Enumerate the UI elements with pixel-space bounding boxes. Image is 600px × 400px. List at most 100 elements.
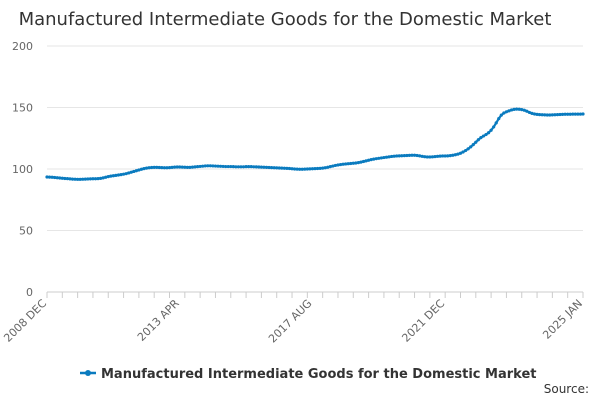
data-point <box>60 176 64 180</box>
data-point <box>55 176 59 180</box>
data-point <box>344 162 348 166</box>
data-point <box>287 166 292 171</box>
data-point <box>134 169 138 173</box>
data-point <box>438 154 442 158</box>
data-point <box>461 150 465 154</box>
data-point <box>489 128 493 132</box>
data-point <box>173 165 177 169</box>
data-point <box>379 156 383 160</box>
data-point <box>402 153 406 158</box>
data-point <box>249 165 253 169</box>
data-point <box>538 113 542 117</box>
data-point <box>456 152 460 156</box>
data-point <box>550 113 554 117</box>
data-point <box>354 161 358 165</box>
data-point <box>111 174 115 178</box>
data-point <box>486 131 491 135</box>
data-point <box>441 154 445 158</box>
data-point <box>527 110 532 115</box>
data-point <box>267 165 271 170</box>
x-tick-label: 2025 JAN <box>540 297 585 342</box>
data-point <box>315 166 320 171</box>
data-point <box>509 108 514 112</box>
data-point <box>229 164 233 169</box>
data-point <box>121 172 126 176</box>
data-point <box>492 125 496 129</box>
data-point <box>384 155 389 159</box>
data-point <box>298 167 302 171</box>
data-point <box>208 164 212 168</box>
data-point <box>349 161 353 166</box>
data-point <box>275 166 279 170</box>
data-point <box>144 166 149 170</box>
data-point <box>420 154 424 158</box>
data-point <box>175 165 179 169</box>
legend-label[interactable]: Manufactured Intermediate Goods for the … <box>101 367 536 382</box>
data-point <box>132 169 136 174</box>
data-point <box>387 155 391 159</box>
data-point <box>407 153 412 157</box>
source-label: Source: <box>544 382 589 396</box>
data-point <box>481 134 486 138</box>
y-tick-label: 50 <box>19 225 33 238</box>
data-point <box>109 174 113 178</box>
data-point <box>241 165 246 169</box>
data-point <box>395 154 399 158</box>
data-point <box>423 155 427 159</box>
data-point <box>104 175 108 179</box>
data-point <box>292 167 297 171</box>
data-point <box>568 112 572 116</box>
data-point <box>303 167 307 171</box>
data-point <box>114 173 118 177</box>
data-point <box>101 176 105 180</box>
series-group <box>45 107 585 181</box>
data-point <box>571 112 575 116</box>
data-point <box>282 166 286 170</box>
legend[interactable]: Manufactured Intermediate Goods for the … <box>80 367 536 382</box>
data-point <box>218 164 223 168</box>
data-point <box>236 165 241 169</box>
data-point <box>96 176 100 181</box>
data-point <box>73 177 77 181</box>
data-point <box>331 164 335 168</box>
data-point <box>318 166 322 170</box>
data-point <box>178 165 182 169</box>
data-point <box>400 154 404 158</box>
data-point <box>448 153 452 158</box>
data-point <box>239 165 243 169</box>
data-point <box>367 158 371 162</box>
data-point <box>412 153 417 157</box>
data-point <box>50 175 54 179</box>
y-tick-label: 100 <box>12 163 33 176</box>
data-point <box>576 112 580 116</box>
data-point <box>300 167 304 171</box>
y-axis: 0 50 100 150 200 <box>12 40 33 299</box>
data-point <box>272 166 276 170</box>
data-point <box>338 162 343 167</box>
data-point <box>451 153 455 157</box>
data-point <box>193 165 197 169</box>
data-point <box>137 168 141 172</box>
data-point <box>231 165 235 169</box>
data-point <box>532 112 537 116</box>
data-point <box>127 171 131 175</box>
data-point <box>277 166 281 170</box>
data-point <box>198 164 202 169</box>
data-point <box>502 111 506 115</box>
data-point <box>418 154 422 158</box>
data-point <box>116 173 121 177</box>
data-point <box>430 155 435 159</box>
data-point <box>188 165 192 169</box>
data-point <box>372 157 376 161</box>
data-point <box>88 177 92 181</box>
data-point <box>119 173 123 177</box>
data-point <box>428 155 432 159</box>
data-point <box>382 155 386 160</box>
data-point <box>333 163 338 168</box>
data-point <box>150 165 154 170</box>
data-point <box>213 164 218 168</box>
data-point <box>540 113 544 117</box>
data-point <box>257 165 261 169</box>
data-point <box>545 113 549 117</box>
